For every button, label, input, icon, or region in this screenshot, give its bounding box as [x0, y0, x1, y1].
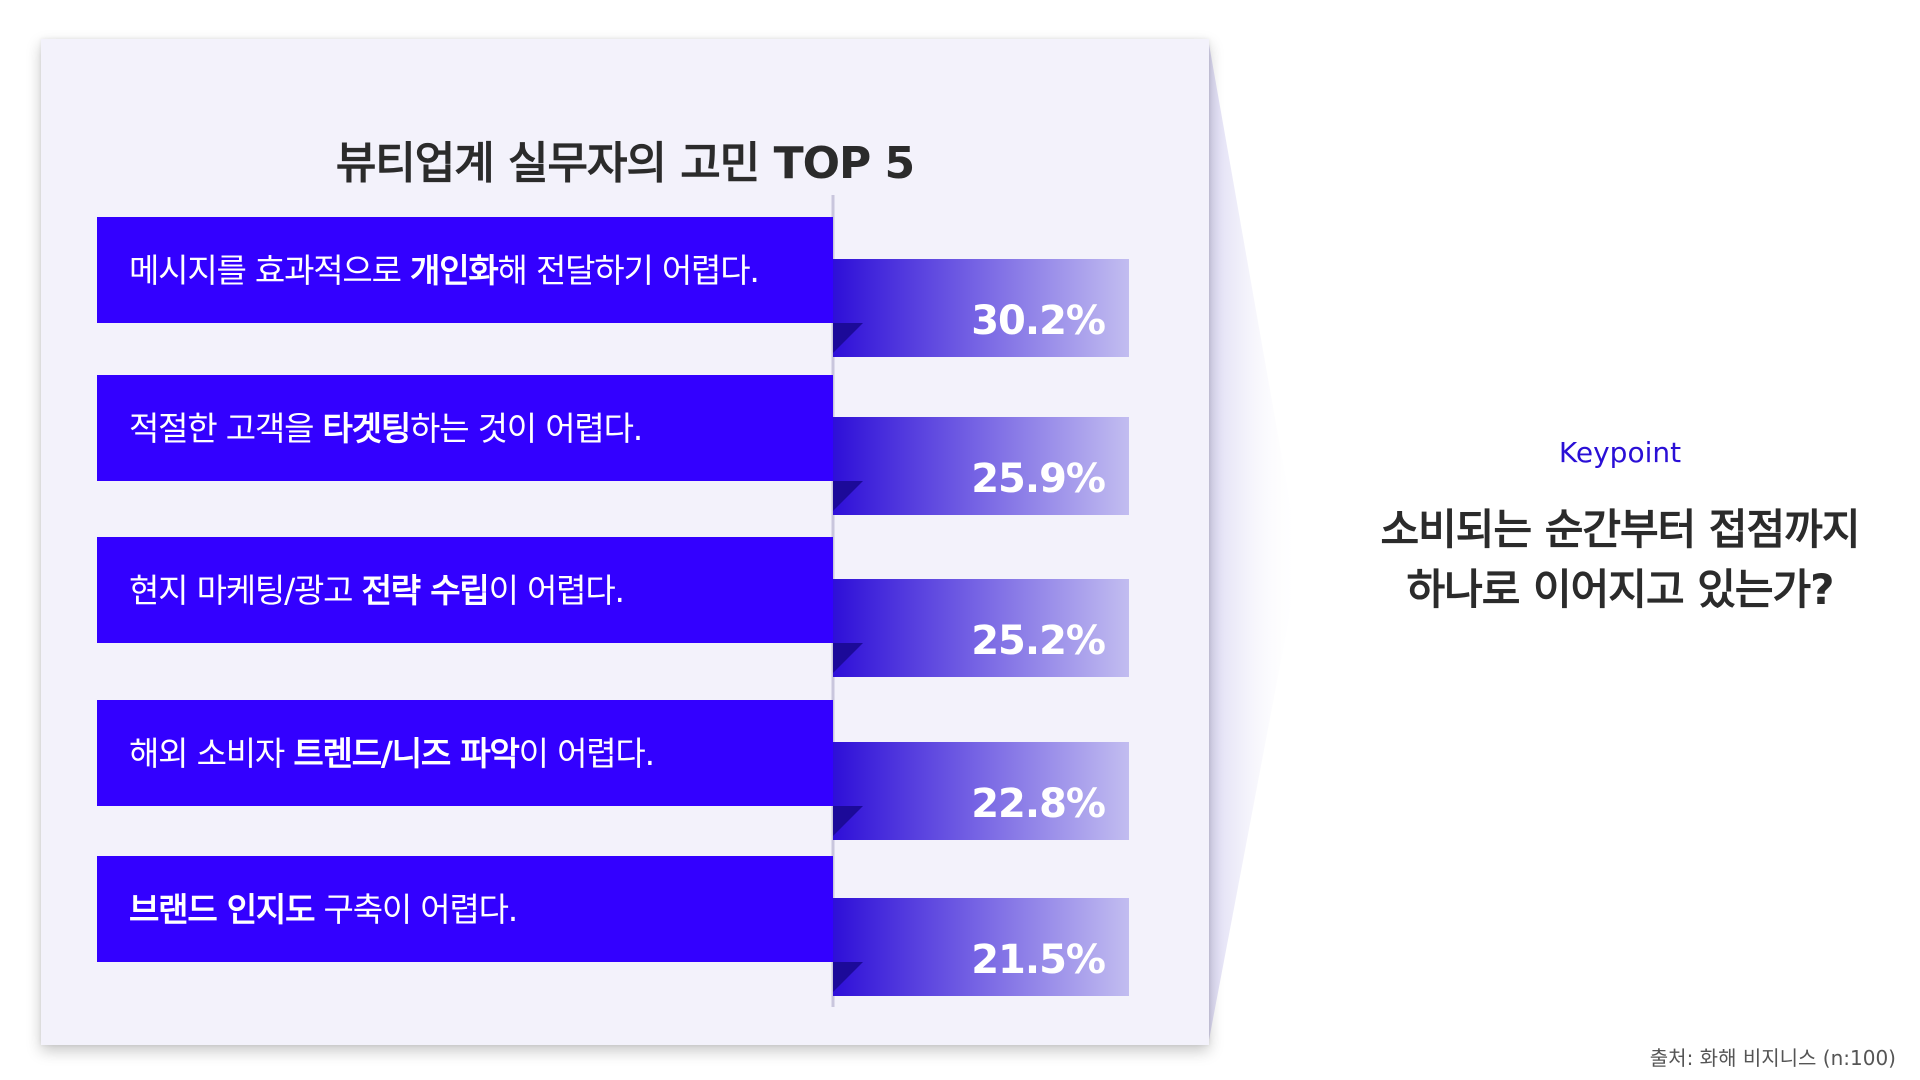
- chart-title: 뷰티업계 실무자의 고민 TOP 5: [335, 138, 915, 189]
- category-bar: [97, 856, 833, 962]
- value-label: 25.2%: [971, 618, 1105, 664]
- value-label: 22.8%: [971, 781, 1105, 827]
- category-label: 적절한 고객을 타겟팅하는 것이 어렵다.: [129, 409, 642, 448]
- category-bar: [97, 700, 833, 806]
- chart-panel: 뷰티업계 실무자의 고민 TOP 5 메시지를 효과적으로 개인화해 전달하기 …: [41, 39, 1209, 1045]
- bar-fold: [833, 323, 863, 353]
- category-label: 브랜드 인지도 구축이 어렵다.: [129, 890, 517, 929]
- value-label: 25.9%: [971, 456, 1105, 502]
- bar-fold: [833, 962, 863, 992]
- bar-fold: [833, 643, 863, 673]
- keypoint-headline-line1: 소비되는 순간부터 접점까지: [1380, 505, 1861, 554]
- value-bar: [833, 742, 1129, 840]
- value-bar: [833, 579, 1129, 677]
- value-bar: [833, 259, 1129, 357]
- bar-chart: 메시지를 효과적으로 개인화해 전달하기 어렵다. 30.2% 적절한 고객을 타겟…: [97, 195, 1129, 1007]
- value-label: 30.2%: [971, 298, 1105, 344]
- category-bar: [97, 217, 833, 323]
- bar-fold: [833, 806, 863, 836]
- category-label: 메시지를 효과적으로 개인화해 전달하기 어렵다.: [129, 251, 759, 290]
- category-bar: [97, 375, 833, 481]
- category-label: 현지 마케팅/광고 전략 수립이 어렵다.: [129, 571, 624, 610]
- category-bar: [97, 537, 833, 643]
- value-label: 21.5%: [971, 937, 1105, 983]
- bar-fold: [833, 481, 863, 511]
- value-bar: [833, 898, 1129, 996]
- value-bar: [833, 417, 1129, 515]
- keypoint-headline-line2: 하나로 이어지고 있는가?: [1406, 565, 1834, 614]
- keypoint-label: Keypoint: [1558, 436, 1682, 469]
- category-label: 해외 소비자 트렌드/니즈 파악이 어렵다.: [129, 734, 654, 773]
- source-note: 출처: 화해 비지니스 (n:100): [1649, 1046, 1896, 1070]
